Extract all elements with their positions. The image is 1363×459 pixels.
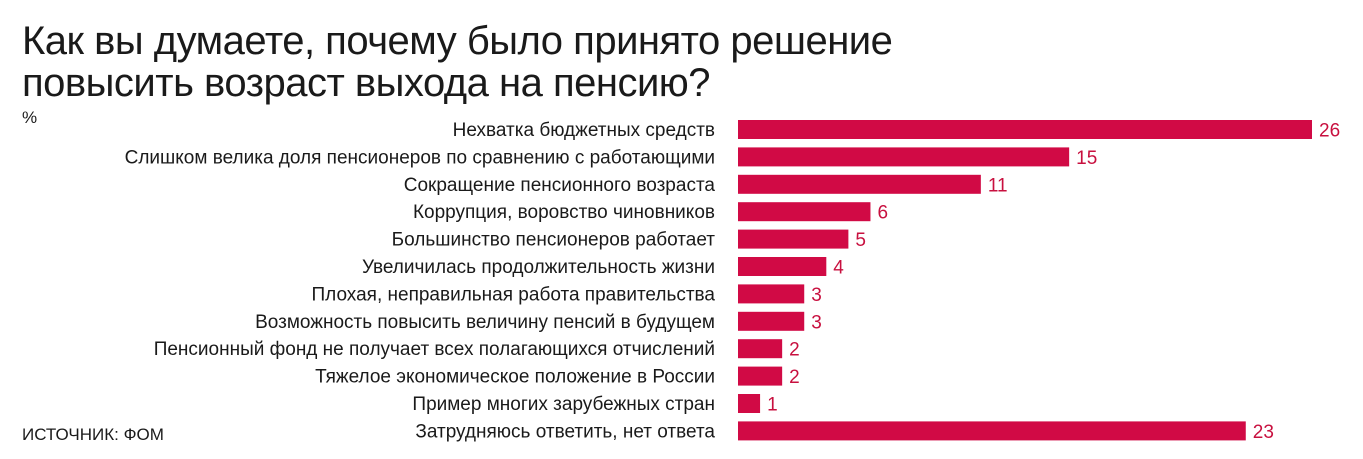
value-label: 23: [1253, 422, 1274, 443]
bar-row: Большинство пенсионеров работает 5: [392, 229, 866, 251]
category-label: Нехватка бюджетных средств: [453, 120, 715, 141]
bar: [738, 394, 761, 413]
source-note: ИСТОЧНИК: ФОМ: [22, 425, 164, 444]
value-label: 15: [1076, 148, 1097, 169]
bar: [738, 120, 1312, 139]
category-label: Пример многих зарубежных стран: [412, 394, 715, 415]
bar-row: Сокращение пенсионного возраста 11: [404, 174, 1008, 196]
value-label: 1: [767, 395, 778, 416]
chart-title: Как вы думаете, почему было принято реше…: [22, 20, 1022, 104]
bar: [738, 311, 805, 331]
bar-row: Коррупция, воровство чиновников 6: [413, 202, 888, 224]
category-label: Пенсионный фонд не получает всех полагаю…: [154, 339, 715, 360]
bar-row: Возможность повысить величину пенсий в б…: [255, 311, 822, 333]
title-line-2: повысить возраст выхода на пенсию?: [22, 61, 711, 105]
bar: [738, 366, 783, 386]
value-label: 4: [833, 258, 844, 279]
bar: [738, 202, 871, 222]
bar: [738, 339, 783, 359]
bar: [738, 284, 805, 304]
title-line-1: Как вы думаете, почему было принято реше…: [22, 19, 893, 63]
value-label: 11: [988, 175, 1008, 196]
value-label: 2: [789, 367, 800, 388]
category-label: Возможность повысить величину пенсий в б…: [255, 312, 715, 333]
bar-row: Увеличилась продолжительность жизни 4: [362, 257, 844, 279]
value-label: 3: [811, 285, 822, 306]
category-label: Тяжелое экономическое положение в России: [315, 367, 715, 388]
unit-label: %: [22, 108, 38, 127]
bar-row: Пример многих зарубежных стран 1: [412, 394, 778, 416]
bar-row: Слишком велика доля пенсионеров по сравн…: [125, 147, 1097, 169]
category-label: Большинство пенсионеров работает: [392, 230, 716, 251]
value-label: 26: [1319, 121, 1340, 142]
bar: [738, 229, 849, 249]
bar: [738, 421, 1246, 441]
bar: [738, 174, 981, 194]
bar-row: Тяжелое экономическое положение в России…: [315, 366, 800, 388]
bar: [738, 257, 827, 276]
bar-row: Затрудняюсь ответить, нет ответа 23: [415, 421, 1274, 443]
value-label: 3: [811, 312, 822, 333]
bar-row: Нехватка бюджетных средств 26: [453, 120, 1340, 142]
category-label: Сокращение пенсионного возраста: [404, 175, 716, 196]
category-label: Затрудняюсь ответить, нет ответа: [415, 421, 715, 442]
value-label: 6: [877, 203, 888, 224]
value-label: 5: [855, 230, 866, 251]
category-label: Коррупция, воровство чиновников: [413, 202, 715, 223]
bar: [738, 147, 1070, 167]
value-label: 2: [789, 340, 800, 361]
category-label: Увеличилась продолжительность жизни: [362, 257, 715, 278]
bar-row: Пенсионный фонд не получает всех полагаю…: [154, 339, 800, 361]
category-label: Слишком велика доля пенсионеров по сравн…: [125, 147, 715, 168]
category-label: Плохая, неправильная работа правительств…: [312, 284, 716, 305]
bar-row: Плохая, неправильная работа правительств…: [312, 284, 822, 306]
